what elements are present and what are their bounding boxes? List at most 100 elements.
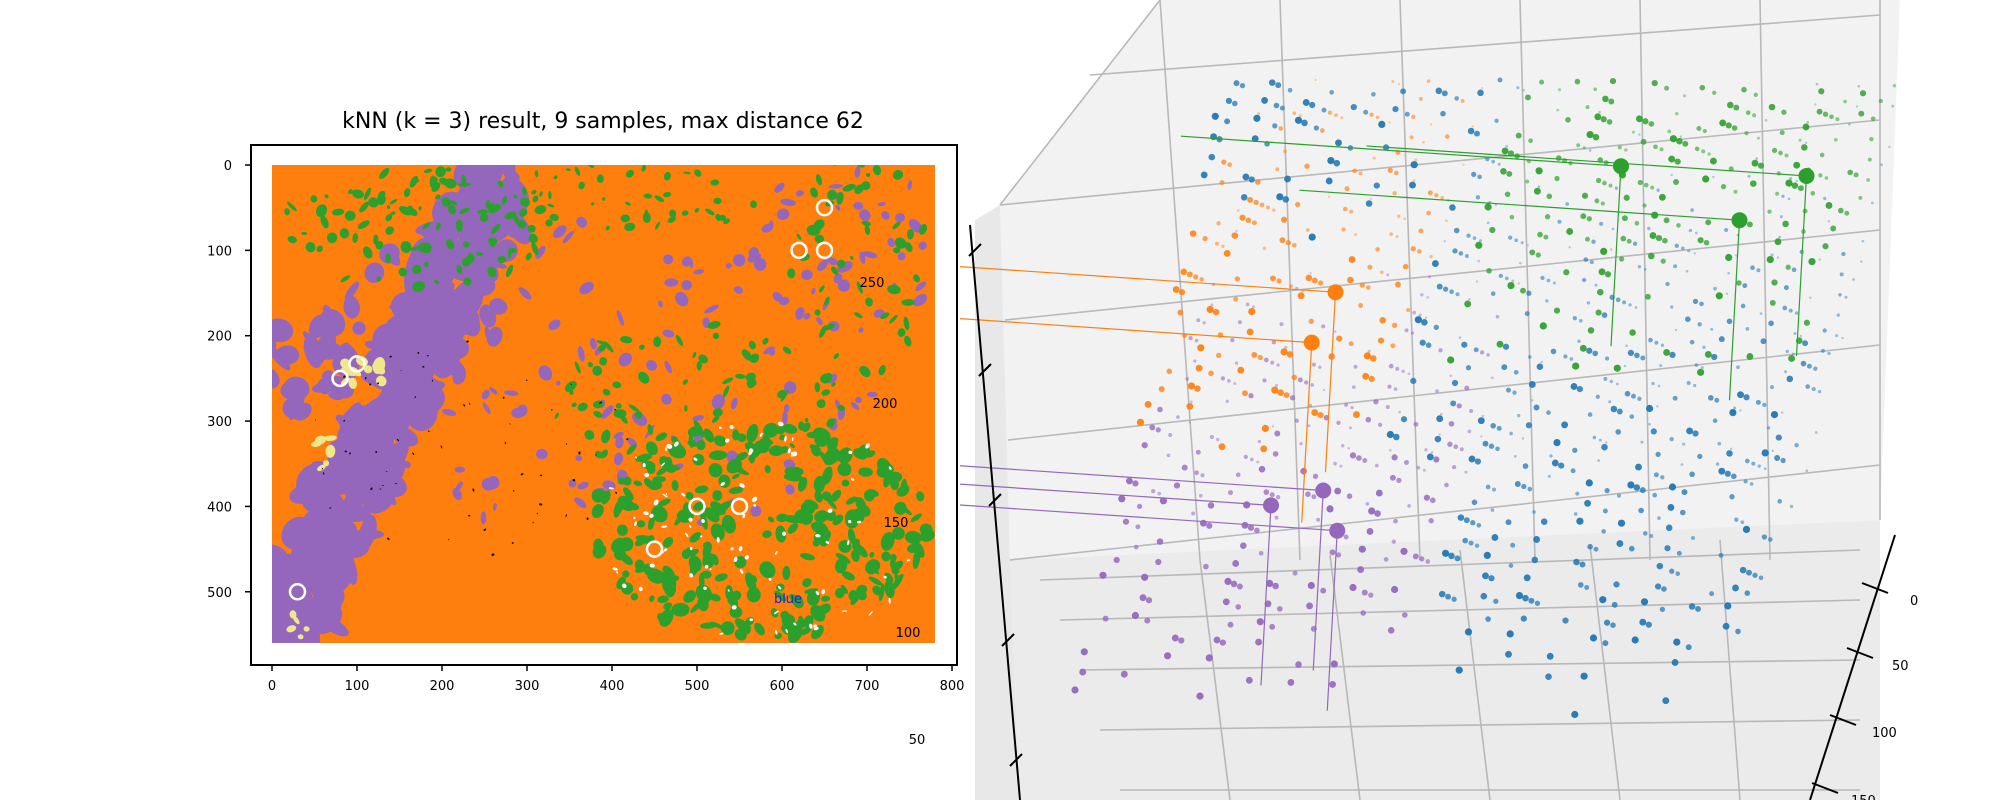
scatter-point	[1642, 118, 1649, 125]
scatter-point	[1752, 113, 1757, 118]
scatter-point	[1398, 410, 1402, 414]
green-region	[456, 264, 463, 275]
green-region	[737, 433, 747, 443]
green-region	[841, 571, 855, 581]
scatter-point	[1775, 434, 1782, 441]
scatter-point	[1210, 303, 1214, 307]
white-speck	[733, 556, 738, 562]
scatter-point	[1757, 464, 1761, 468]
scatter-point	[1637, 265, 1642, 269]
purple-region	[452, 364, 460, 372]
scatter-point	[1275, 495, 1281, 500]
green-region	[655, 221, 661, 230]
scatter-point	[1441, 90, 1448, 97]
scatter-point	[1602, 180, 1607, 186]
scatter-point	[1132, 480, 1139, 487]
green-region	[490, 223, 501, 235]
green-region	[532, 195, 539, 203]
scatter-point	[1416, 465, 1421, 470]
green-region	[611, 537, 626, 553]
dark-speck	[421, 365, 425, 368]
scatter-point	[1493, 598, 1499, 604]
scatter-point	[1300, 467, 1307, 475]
green-region	[625, 201, 631, 206]
scatter-point	[1592, 350, 1598, 357]
scatter-point	[1866, 178, 1870, 182]
scatter-point	[1540, 518, 1548, 525]
scatter-point	[1662, 237, 1668, 244]
scatter-point	[1404, 328, 1409, 333]
highlighted-point	[1315, 482, 1332, 499]
scatter-point	[1463, 517, 1470, 524]
scatter-point	[1430, 497, 1436, 504]
scatter-point	[1462, 537, 1468, 544]
purple-region	[663, 254, 674, 265]
scatter-point	[1358, 545, 1366, 553]
scatter-point	[1570, 383, 1578, 390]
green-region	[834, 588, 845, 599]
white-speck	[664, 447, 667, 452]
scatter-point	[1505, 650, 1512, 658]
scatter-point	[1421, 319, 1428, 326]
scatter-point	[1635, 115, 1643, 123]
green-region	[645, 465, 654, 472]
green-region	[412, 264, 422, 275]
scatter-point	[1247, 524, 1255, 531]
scatter-point	[1314, 78, 1317, 82]
scatter-point	[1309, 272, 1312, 275]
scatter-point	[1341, 227, 1346, 232]
guide-line	[1299, 189, 1740, 221]
scatter-point	[1157, 491, 1162, 496]
scatter-point	[1690, 208, 1694, 212]
green-region	[891, 573, 904, 591]
scatter-point	[1758, 575, 1764, 581]
green-region	[497, 180, 504, 188]
white-speck	[703, 586, 707, 590]
scatter-point	[1347, 276, 1354, 284]
purple-region	[492, 503, 497, 511]
scatter-point	[1782, 220, 1789, 228]
scatter-point	[1422, 468, 1426, 472]
green-region	[620, 214, 630, 223]
scatter-point	[1253, 199, 1259, 206]
scatter-point	[1335, 139, 1342, 147]
scatter-point	[1280, 216, 1288, 223]
guide-line	[1312, 490, 1324, 671]
scatter-point	[1479, 350, 1485, 355]
dark-speck	[578, 451, 581, 455]
scatter-point	[1746, 221, 1753, 228]
scatter-point	[1232, 100, 1238, 107]
green-region	[802, 422, 811, 433]
scatter-point	[1779, 215, 1783, 219]
scatter-point	[1322, 388, 1326, 392]
green-region	[593, 538, 604, 553]
scatter-point	[1788, 355, 1796, 362]
scatter-point	[1660, 343, 1665, 347]
scatter-point	[1474, 458, 1482, 465]
guide-line	[1366, 145, 1807, 177]
x-tick-label: 800	[940, 679, 965, 694]
purple-region	[577, 346, 585, 362]
scatter-point	[1242, 173, 1250, 181]
scatter-point	[1565, 202, 1570, 206]
green-region	[320, 215, 329, 229]
purple-region	[866, 391, 878, 398]
scatter-point	[1633, 484, 1641, 491]
scatter-point	[1572, 362, 1580, 370]
green-region	[737, 468, 750, 476]
grid-line	[1159, 0, 1201, 561]
scatter-point	[1325, 177, 1333, 185]
scatter-point	[1525, 94, 1531, 101]
scatter-point	[1379, 270, 1384, 275]
white-speck	[665, 492, 668, 496]
scatter-point	[1682, 94, 1687, 98]
scatter-point	[1774, 238, 1782, 246]
dark-speck	[509, 423, 511, 425]
scatter-point	[1577, 339, 1581, 343]
scatter-point	[1546, 278, 1551, 283]
green-region	[664, 587, 675, 597]
green-region	[712, 490, 723, 501]
green-region	[671, 602, 690, 617]
scatter-point	[1321, 107, 1327, 113]
scatter-point	[1562, 617, 1569, 624]
